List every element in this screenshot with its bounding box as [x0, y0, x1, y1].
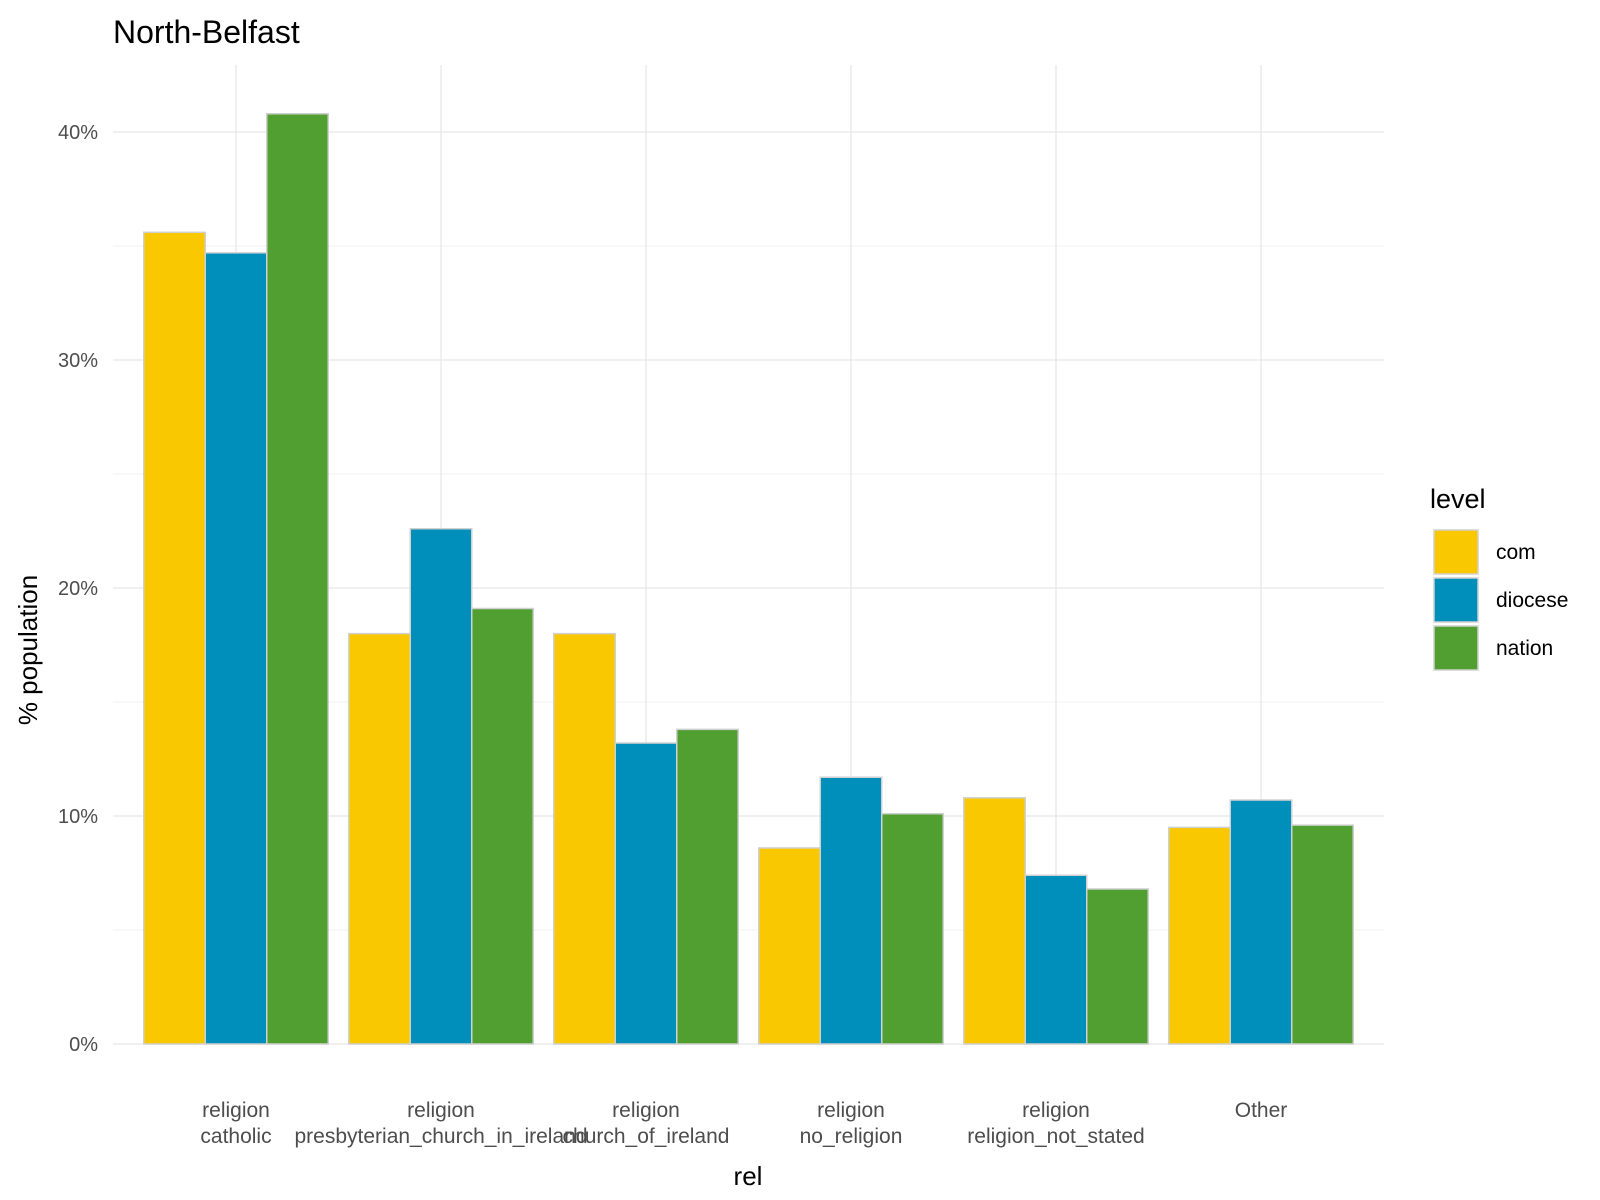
- bar-com-1: [348, 632, 411, 1045]
- bar-diocese-4: [1024, 874, 1088, 1045]
- chart-title: North-Belfast: [113, 14, 300, 50]
- x-tick-label: church_of_ireland: [563, 1125, 730, 1148]
- legend-title: level: [1430, 484, 1486, 514]
- legend-label-com: com: [1496, 541, 1536, 564]
- x-tick-label: no_religion: [800, 1125, 903, 1148]
- y-tick-label: 40%: [58, 122, 98, 144]
- bar-nation-5: [1291, 824, 1354, 1045]
- bars: [143, 113, 1354, 1045]
- bar-com-3: [758, 847, 821, 1045]
- bar-com-2: [553, 632, 616, 1045]
- x-tick-label: catholic: [200, 1125, 271, 1148]
- bar-nation-3: [881, 812, 944, 1045]
- x-axis-title: rel: [734, 1161, 763, 1191]
- y-tick-label: 0%: [69, 1034, 98, 1056]
- legend-swatch-com: [1433, 529, 1479, 575]
- bar-diocese-5: [1229, 799, 1293, 1045]
- bar-nation-1: [471, 607, 534, 1045]
- x-tick-label: religion: [202, 1099, 270, 1122]
- bar-nation-2: [676, 728, 739, 1045]
- y-tick-label: 20%: [58, 578, 98, 600]
- y-axis-title: % population: [13, 575, 43, 725]
- legend-label-diocese: diocese: [1496, 589, 1568, 612]
- bar-diocese-0: [204, 252, 268, 1045]
- y-tick-label: 30%: [58, 350, 98, 372]
- bar-com-0: [143, 231, 206, 1045]
- x-tick-label: religion_not_stated: [967, 1125, 1144, 1148]
- bar-nation-4: [1086, 888, 1149, 1045]
- x-tick-label: presbyterian_church_in_ireland: [294, 1125, 587, 1148]
- x-tick-label: religion: [612, 1099, 680, 1122]
- bar-com-5: [1168, 826, 1231, 1045]
- y-axis-ticks: 0% 10% 20% 30% 40%: [58, 122, 98, 1056]
- legend-swatch-nation: [1433, 625, 1479, 671]
- x-tick-label: Other: [1235, 1099, 1288, 1122]
- y-tick-label: 10%: [58, 806, 98, 828]
- legend-label-nation: nation: [1496, 637, 1553, 660]
- x-axis-ticks: religion catholic religion presbyterian_chu…: [200, 1099, 1287, 1148]
- bar-nation-0: [266, 113, 329, 1045]
- bar-com-4: [963, 797, 1026, 1045]
- bar-diocese-3: [819, 776, 883, 1045]
- x-tick-label: religion: [407, 1099, 475, 1122]
- x-tick-label: religion: [1022, 1099, 1090, 1122]
- bar-diocese-2: [614, 742, 678, 1045]
- legend: level com diocese nation: [1430, 484, 1568, 671]
- x-tick-label: religion: [817, 1099, 885, 1122]
- bar-diocese-1: [409, 527, 473, 1045]
- legend-swatch-diocese: [1433, 577, 1479, 623]
